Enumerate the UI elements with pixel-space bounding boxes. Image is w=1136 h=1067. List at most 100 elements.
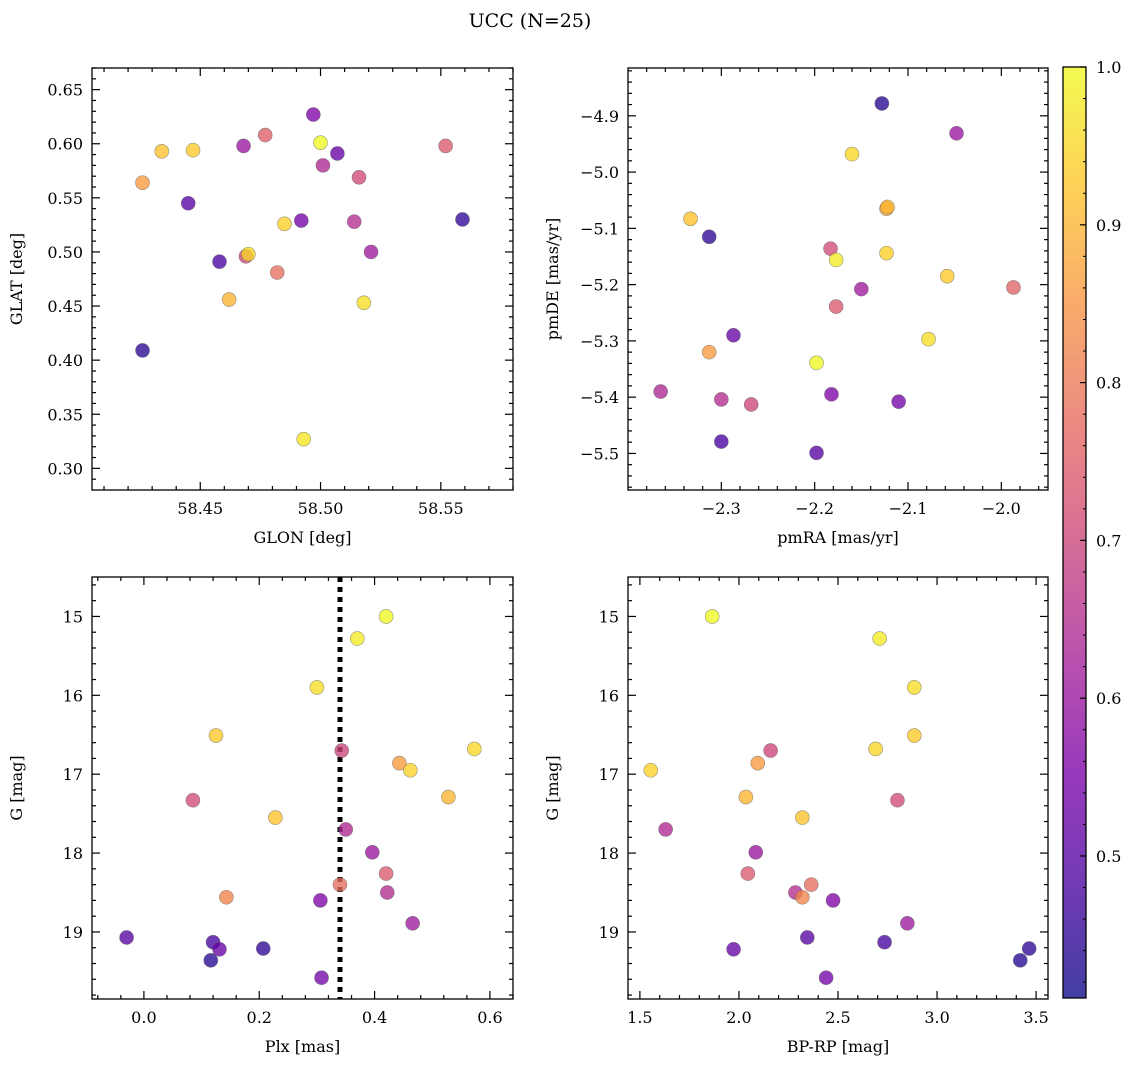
y-tick-label: 0.50 [47,243,83,262]
scatter-point [906,680,922,695]
figure-title: UCC (N=25) [469,10,592,32]
scatter-point [392,755,407,771]
scatter-point [726,942,741,957]
y-tick-label: 19 [599,923,619,942]
scatter-point [293,213,309,228]
y-tick-label: 19 [63,923,83,942]
x-tick-label: 1.5 [627,1008,652,1027]
scatter-point [379,885,395,900]
scatter-point [378,609,394,624]
scatter-point [683,211,698,227]
x-tick-label: 58.45 [177,499,223,518]
scatter-point [315,158,331,173]
scatter-point [1021,941,1037,956]
scatter-point [208,728,224,743]
scatter-point [185,792,201,808]
scatter-point [1012,953,1028,968]
x-axis-label: pmRA [mas/yr] [777,528,899,547]
scatter-point [212,254,227,269]
scatter-point [809,445,824,461]
scatter-point [750,755,766,771]
y-tick-label: 17 [599,765,619,784]
y-tick-label: 15 [63,607,83,626]
scatter-point [185,142,201,158]
x-tick-label: 0.4 [362,1008,387,1027]
scatter-point [854,281,869,297]
scatter-point [309,680,325,695]
scatter-point [334,743,350,758]
colorbar: 0.5 0.6 0.7 0.8 0.9 1.0 [1062,58,1121,999]
x-tick-label: 58.50 [298,499,344,518]
scatter-point [306,107,321,122]
scatter-point [828,252,844,268]
scatter-point [738,789,754,805]
y-axis-label: G [mag] [7,755,26,820]
scatter-point [795,889,810,905]
scatter-point [314,970,329,986]
scatter-point [939,268,955,284]
y-tick-label: 0.40 [47,351,83,370]
x-tick-label: 2.5 [825,1008,850,1027]
scatter-point [441,789,456,805]
scatter-point [818,970,834,986]
scatter-point [313,135,328,150]
scatter-point [900,915,915,931]
y-axis-label: G [mag] [543,755,562,820]
scatter-point [872,631,887,646]
scatter-point [701,229,717,245]
panel-pmra-pmde: −2.3 −2.2 −2.1 −2.0 −5.5 −5.4 −5.3 −5.2 −5.1 −5.0… [543,67,1049,547]
scatter-point [255,941,271,956]
x-tick-label: 3.5 [1023,1008,1048,1027]
scatter-point [879,245,894,261]
y-tick-label: 16 [599,686,619,705]
x-tick-label: 0.0 [131,1008,156,1027]
x-tick-label: 0.6 [477,1008,502,1027]
scatter-point [795,810,810,825]
scatter-point [296,431,312,447]
scatter-point [799,930,815,945]
y-tick-label: −5.5 [580,444,619,463]
y-tick-label: 0.60 [47,135,83,154]
scatter-point [748,844,764,860]
scatter-point [119,930,134,945]
y-tick-label: 0.65 [47,81,83,100]
scatter-point [330,146,345,161]
scatter-point [241,246,256,262]
scatter-point [268,810,283,825]
panel-bprp-g: 1.5 2.0 2.5 3.0 3.5 15 16 17 18 19 BP-RP [mag] G [m… [543,576,1049,1056]
x-tick-label: −2.0 [982,499,1021,518]
scatter-point [825,893,841,908]
scatter-point [277,216,292,232]
y-tick-label: 18 [63,844,83,863]
scatter-point [236,138,251,154]
y-tick-label: 15 [599,607,619,626]
scatter-point [714,434,729,449]
panel-glon-glat: 58.45 58.50 58.55 0.30 0.35 0.40 0.45 0.50 0.55 0… [7,67,514,547]
scatter-point [154,144,170,159]
scatter-point [332,877,348,892]
colorbar-frame [1062,66,1087,999]
scatter-point [809,355,824,371]
y-tick-label: 17 [63,765,83,784]
y-tick-label: −5.4 [580,388,619,407]
x-tick-label: −2.3 [702,499,741,518]
scatter-point [403,762,418,778]
colorbar-tick-label: 0.6 [1096,689,1121,708]
y-tick-label: −5.1 [580,219,619,238]
scatter-point [351,169,367,185]
y-axis-label: pmDE [mas/yr] [543,218,562,341]
y-tick-label: 0.35 [47,405,83,424]
scatter-point [890,792,905,808]
y-tick-label: −5.0 [580,163,619,182]
scatter-point [921,331,936,347]
x-tick-label: 3.0 [924,1008,949,1027]
scatter-point [378,866,394,881]
x-tick-label: −2.1 [889,499,928,518]
scatter-point [180,195,196,211]
y-tick-label: 0.45 [47,297,83,316]
scatter-point [880,199,895,215]
scatter-point [726,327,741,343]
scatter-point [221,292,237,307]
scatter-point [135,175,150,190]
